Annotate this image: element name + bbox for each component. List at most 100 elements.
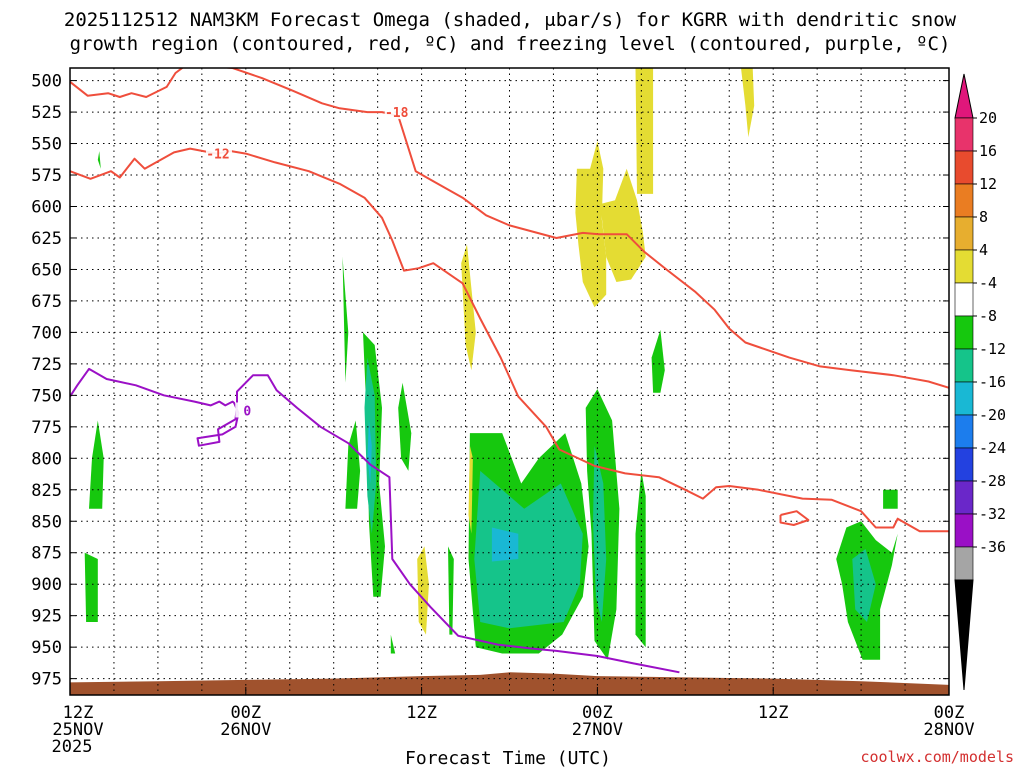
- y-tick-label-500: 500: [31, 72, 62, 92]
- y-tick-label-600: 600: [31, 197, 62, 217]
- x-tick-date-1: 26NOV: [220, 720, 271, 740]
- y-tick-label-625: 625: [31, 229, 62, 249]
- x-tick-year-0: 2025: [52, 737, 93, 757]
- colorbar-label-7: -12: [979, 340, 1006, 358]
- omega-shade-region-6: [398, 382, 412, 471]
- colorbar-label-12: -32: [979, 505, 1006, 523]
- colorbar-label-5: -4: [979, 274, 997, 292]
- contour-label-red-18: -18: [385, 106, 409, 121]
- omega-shade-region-11: [635, 470, 646, 648]
- omega-shade-region-1: [84, 552, 98, 622]
- colorbar-label-0: 20: [979, 109, 997, 127]
- omega-shade-region-3: [342, 256, 349, 383]
- omega-shade-region-22: [600, 168, 646, 282]
- y-tick-label-725: 725: [31, 355, 62, 375]
- y-tick-label-800: 800: [31, 449, 62, 469]
- y-tick-label-525: 525: [31, 103, 62, 123]
- y-tick-label-950: 950: [31, 638, 62, 658]
- y-tick-label-675: 675: [31, 292, 62, 312]
- plot-frame: [69, 67, 950, 696]
- y-tick-label-650: 650: [31, 260, 62, 280]
- contour-red-12: [70, 147, 949, 533]
- omega-shade-region-4: [345, 420, 361, 509]
- x-tick-date-3: 27NOV: [572, 720, 623, 740]
- x-tick-label-5: 00Z: [934, 703, 965, 723]
- contour-lines: -12 -18 0: [70, 68, 949, 674]
- colorbar-swatch-2: [954, 183, 974, 218]
- colorbar-swatch-7: [954, 348, 974, 383]
- contour-red-12b: [779, 510, 810, 526]
- y-tick-label-925: 925: [31, 607, 62, 627]
- colorbar-label-4: 4: [979, 241, 988, 259]
- chart-title-line2: growth region (contoured, red, ºC) and f…: [70, 33, 951, 55]
- colorbar-swatch-11: [954, 480, 974, 515]
- omega-shade-region-18: [491, 527, 519, 562]
- omega-shade-region-24: [741, 68, 755, 138]
- grid-lines: [70, 68, 949, 695]
- contour-label-bg-red-18: [384, 104, 411, 120]
- omega-shade-region-27: [417, 546, 429, 635]
- colorbar-label-10: -24: [979, 439, 1006, 457]
- x-tick-label-2: 12Z: [406, 703, 437, 723]
- omega-shade-region-20: [852, 549, 876, 622]
- omega-shade-region-12: [651, 329, 665, 393]
- contour-label-red-12: -12: [206, 148, 229, 163]
- omega-shade-region-17: [474, 470, 583, 629]
- colorbar-label-8: -16: [979, 373, 1006, 391]
- credit-text: coolwx.com/models: [860, 748, 1014, 766]
- ground-surface: [70, 672, 949, 695]
- colorbar-swatch-3: [954, 216, 974, 251]
- colorbar-swatch-5: [954, 282, 974, 317]
- y-tick-label-850: 850: [31, 512, 62, 532]
- y-tick-label-575: 575: [31, 166, 62, 186]
- x-tick-label-4: 12Z: [758, 703, 789, 723]
- colorbar-label-1: 16: [979, 142, 997, 160]
- contour-label-bg-red-12: [205, 145, 232, 161]
- y-tick-label-875: 875: [31, 544, 62, 564]
- colorbar-swatch-13: [954, 546, 974, 581]
- y-axis: 500 525 550 575 600 625 650 675 700 725 750 775 800 8…: [31, 72, 949, 690]
- omega-shade-region-14: [883, 489, 898, 509]
- omega-shade-region-16: [367, 420, 372, 484]
- colorbar-top-arrow: [954, 73, 974, 119]
- omega-shade-region-26: [468, 445, 473, 534]
- x-tick-date-0: 25NOV: [52, 720, 103, 740]
- omega-shade-region-8: [448, 546, 454, 635]
- colorbar-label-2: 12: [979, 175, 997, 193]
- contour-label-purple-0: 0: [243, 404, 251, 419]
- colorbar-label-13: -36: [979, 538, 1006, 556]
- colorbar-label-11: -28: [979, 472, 1006, 490]
- colorbar-swatch-4: [954, 249, 974, 284]
- colorbar-label-6: -8: [979, 307, 997, 325]
- contour-red-18: [70, 68, 949, 389]
- colorbar-swatch-10: [954, 447, 974, 482]
- colorbar-swatch-6: [954, 315, 974, 350]
- y-tick-label-550: 550: [31, 135, 62, 155]
- plot-area: [70, 68, 949, 695]
- y-tick-label-825: 825: [31, 481, 62, 501]
- colorbar-swatch-12: [954, 513, 974, 548]
- x-tick-label-0: 12Z: [63, 703, 94, 723]
- omega-shade-region-23: [635, 68, 654, 194]
- omega-shade-region-7: [390, 634, 396, 654]
- y-tick-label-975: 975: [31, 670, 62, 690]
- chart-title-line1: 2025112512 NAM3KM Forecast Omega (shaded…: [64, 9, 957, 31]
- y-tick-label-900: 900: [31, 575, 62, 595]
- colorbar: 20 16 12 8 4 -4 -8 -12 -16 -20 -24 -28 -32 -36: [954, 73, 1006, 691]
- x-tick-label-1: 00Z: [230, 703, 261, 723]
- colorbar-bottom-arrow: [954, 579, 974, 691]
- y-tick-label-700: 700: [31, 323, 62, 343]
- colorbar-swatch-0: [954, 117, 974, 152]
- omega-shade-region-0: [89, 420, 104, 509]
- y-tick-label-750: 750: [31, 386, 62, 406]
- colorbar-label-3: 8: [979, 208, 988, 226]
- colorbar-swatch-8: [954, 381, 974, 416]
- x-tick-date-5: 28NOV: [923, 720, 974, 740]
- y-tick-label-775: 775: [31, 418, 62, 438]
- colorbar-label-9: -20: [979, 406, 1006, 424]
- x-axis-label: Forecast Time (UTC): [405, 748, 611, 768]
- omega-shade-region-21: [575, 141, 607, 308]
- colorbar-swatch-9: [954, 414, 974, 449]
